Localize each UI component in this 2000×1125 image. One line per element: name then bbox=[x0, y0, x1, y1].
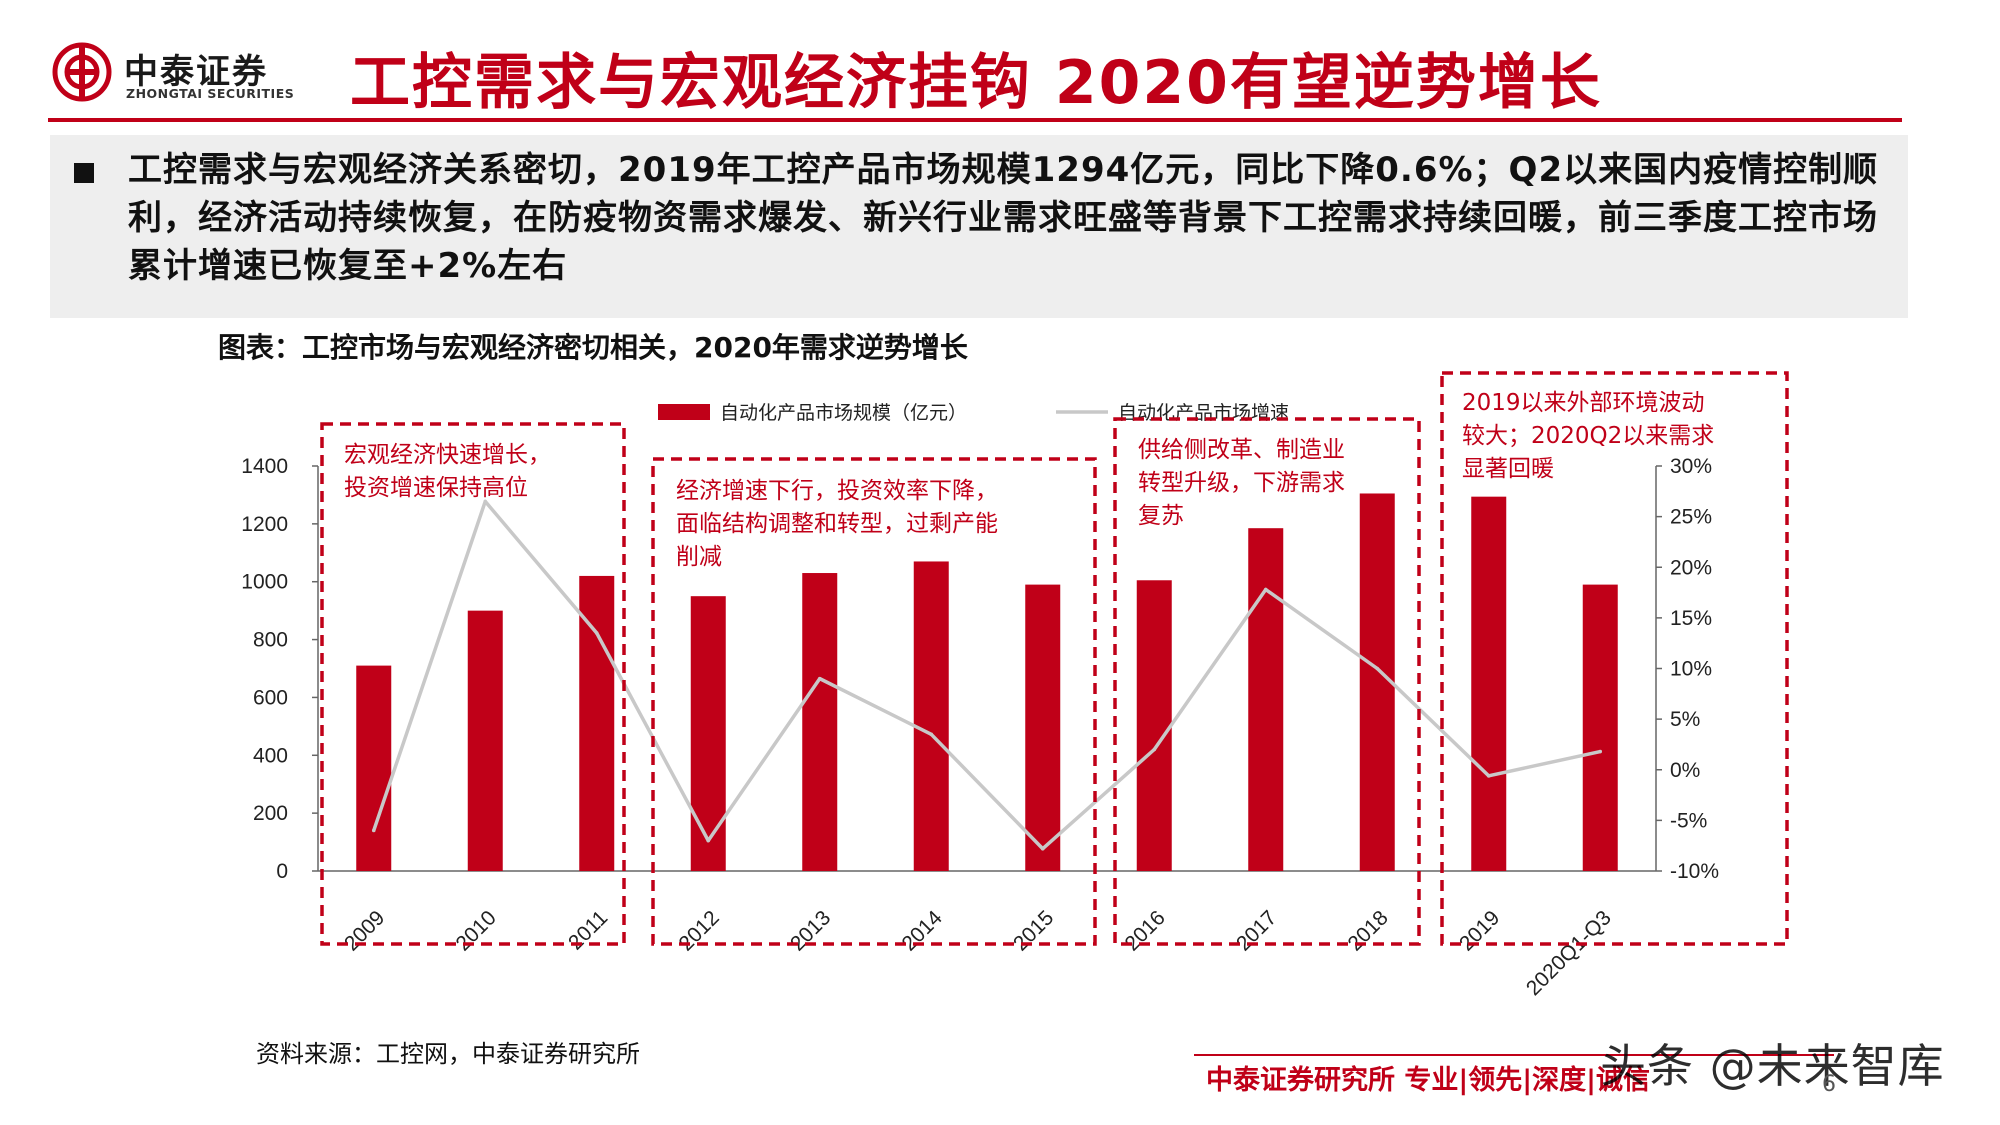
bar-2012 bbox=[690, 596, 726, 871]
growth-rate-point-2010 bbox=[483, 499, 488, 504]
right-axis-tick-label: 15% bbox=[1670, 607, 1712, 630]
summary-text: 工控需求与宏观经济关系密切，2019年工控产品市场规模1294亿元，同比下降0.… bbox=[128, 150, 1879, 286]
bullet-square-icon bbox=[74, 163, 94, 183]
footer-divider bbox=[1194, 1054, 1834, 1056]
page-number: 6 bbox=[1822, 1072, 1836, 1097]
footer-tagline: 中泰证券研究所 专业|领先|深度|诚信 bbox=[1206, 1065, 1650, 1096]
summary-box bbox=[50, 135, 1908, 318]
x-axis-tick-label: 2018 bbox=[1343, 906, 1392, 955]
growth-rate-point-2009 bbox=[371, 828, 376, 833]
x-axis-tick-label: 2012 bbox=[674, 906, 723, 955]
logo-text-en: ZHONGTAI SECURITIES bbox=[126, 86, 295, 101]
annotation-box-2 bbox=[651, 457, 1097, 946]
bar-2015 bbox=[1025, 584, 1061, 871]
right-axis-tick-label: -5% bbox=[1670, 809, 1707, 832]
watermark: 头条 @未来智库 bbox=[1600, 1039, 1945, 1093]
logo-mark-icon bbox=[52, 42, 112, 102]
growth-rate-point-2017 bbox=[1263, 587, 1268, 592]
growth-rate-point-2014 bbox=[929, 732, 934, 737]
legend-bar-swatch bbox=[658, 404, 710, 420]
growth-rate-point-2016 bbox=[1152, 747, 1157, 752]
growth-rate-point-2013 bbox=[817, 676, 822, 681]
bar-2020Q1-Q3 bbox=[1582, 584, 1618, 871]
annotation-text-2: 面临结构调整和转型，过剩产能 bbox=[676, 511, 998, 537]
annotation-text-1: 投资增速保持高位 bbox=[344, 475, 528, 501]
title-divider bbox=[48, 118, 1902, 122]
annotation-text-4: 显著回暖 bbox=[1462, 456, 1554, 482]
x-axis-tick-label: 2011 bbox=[564, 906, 612, 954]
right-axis-tick-label: 10% bbox=[1670, 658, 1712, 681]
left-axis-tick-label: 0 bbox=[276, 860, 288, 883]
bar-2010 bbox=[467, 610, 503, 871]
growth-rate-point-2011 bbox=[594, 631, 599, 635]
bar-2019 bbox=[1471, 496, 1507, 871]
x-axis-tick-label: 2010 bbox=[451, 906, 500, 955]
x-axis-tick-label: 2020Q1-Q3 bbox=[1522, 906, 1616, 1000]
annotation-text-2: 经济增速下行，投资效率下降， bbox=[676, 478, 998, 504]
x-axis-tick-label: 2016 bbox=[1120, 906, 1169, 955]
annotation-text-3: 转型升级，下游需求 bbox=[1138, 470, 1345, 496]
right-axis-tick-label: 5% bbox=[1670, 708, 1700, 731]
x-axis-tick-label: 2015 bbox=[1009, 906, 1058, 955]
page-title: 工控需求与宏观经济挂钩 2020有望逆势增长 bbox=[350, 48, 1602, 118]
growth-rate-point-2012 bbox=[706, 838, 711, 843]
left-axis-tick-label: 1200 bbox=[241, 513, 288, 536]
bar-2016 bbox=[1136, 580, 1172, 871]
left-axis-tick-label: 800 bbox=[253, 629, 288, 652]
left-axis-tick-label: 400 bbox=[253, 744, 288, 767]
annotation-text-3: 复苏 bbox=[1138, 503, 1184, 529]
growth-rate-line bbox=[372, 499, 1601, 851]
x-axis-tick-label: 2009 bbox=[340, 906, 389, 955]
x-axis-tick-label: 2013 bbox=[786, 906, 835, 955]
bar-2011 bbox=[579, 575, 615, 871]
annotation-text-4: 2019以来外部环境波动 bbox=[1462, 390, 1705, 416]
right-axis-tick-label: 30% bbox=[1670, 455, 1712, 478]
annotation-box-4 bbox=[1440, 371, 1789, 946]
annotation-text-3: 供给侧改革、制造业 bbox=[1138, 437, 1345, 463]
company-logo: 中泰证券 ZHONGTAI SECURITIES bbox=[52, 38, 312, 108]
annotation-box-1 bbox=[320, 422, 626, 946]
left-axis-tick-label: 200 bbox=[253, 802, 288, 825]
annotation-text-1: 宏观经济快速增长， bbox=[344, 442, 551, 468]
right-axis-tick-label: 25% bbox=[1670, 506, 1712, 529]
figure-caption: 图表：工控市场与宏观经济密切相关，2020年需求逆势增长 bbox=[218, 331, 968, 364]
annotation-box-3 bbox=[1113, 417, 1421, 946]
right-axis-tick-label: 20% bbox=[1670, 556, 1712, 579]
left-axis-tick-label: 1000 bbox=[241, 571, 288, 594]
legend-bar-label: 自动化产品市场规模（亿元） bbox=[720, 402, 967, 424]
right-axis-tick-label: -10% bbox=[1670, 860, 1719, 883]
right-axis-tick-label: 0% bbox=[1670, 759, 1700, 782]
bar-2018 bbox=[1359, 493, 1395, 871]
source-note: 资料来源：工控网，中泰证券研究所 bbox=[256, 1040, 640, 1068]
bar-2009 bbox=[356, 665, 392, 871]
left-axis-tick-label: 600 bbox=[253, 686, 288, 709]
growth-rate-point-2015 bbox=[1040, 846, 1045, 851]
growth-rate-point-2018 bbox=[1375, 666, 1380, 671]
bar-2014 bbox=[913, 561, 949, 871]
growth-rate-point-2020Q1-Q3 bbox=[1598, 749, 1603, 754]
logo-text-cn: 中泰证券 bbox=[124, 52, 268, 92]
left-axis-tick-label: 1400 bbox=[241, 455, 288, 478]
x-axis-tick-label: 2017 bbox=[1232, 906, 1281, 955]
bar-2013 bbox=[802, 573, 838, 871]
bar-2017 bbox=[1248, 528, 1284, 871]
x-axis-tick-label: 2019 bbox=[1455, 906, 1504, 955]
annotation-text-4: 较大；2020Q2以来需求 bbox=[1462, 423, 1714, 449]
annotation-text-2: 削减 bbox=[676, 544, 722, 570]
growth-rate-point-2019 bbox=[1486, 774, 1491, 778]
x-axis-tick-label: 2014 bbox=[897, 906, 947, 956]
